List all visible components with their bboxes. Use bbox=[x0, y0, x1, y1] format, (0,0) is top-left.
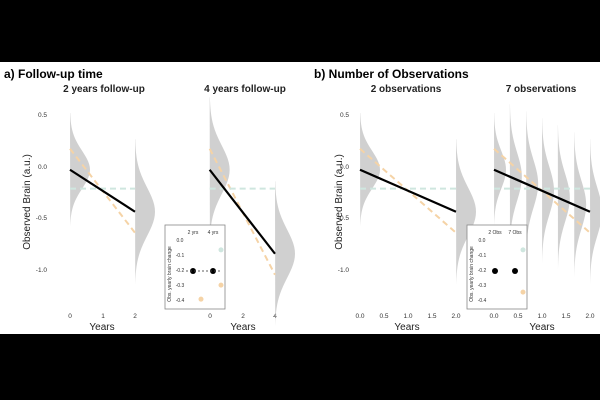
xtick-label: 0 bbox=[208, 313, 212, 320]
density-curve bbox=[574, 132, 587, 278]
xtick-label: 0.0 bbox=[355, 313, 364, 320]
inset-point bbox=[492, 268, 498, 274]
inset-ytick: 0.0 bbox=[479, 238, 486, 244]
density-curve bbox=[590, 139, 600, 285]
subplot-2obs-xticks: 0.0 0.5 1.0 1.5 2.0 bbox=[355, 313, 460, 320]
inset-b: 2 Obs 7 Obs Obs. yearly brain change 0.0… bbox=[466, 224, 528, 310]
inset-ytick: -0.4 bbox=[478, 298, 487, 304]
xtick-label: 2.0 bbox=[451, 313, 460, 320]
inset-ytick: -0.3 bbox=[478, 283, 487, 289]
subplot-3-marks bbox=[493, 104, 600, 285]
xtick-label: 4 bbox=[273, 313, 277, 320]
xtick-label: 0.5 bbox=[379, 313, 388, 320]
inset-point bbox=[210, 268, 216, 274]
xtick-label: 2 bbox=[133, 313, 137, 320]
subplot-4yr-xlabel: Years bbox=[230, 322, 255, 333]
xtick-label: 0 bbox=[68, 313, 72, 320]
ytick-label: -0.5 bbox=[36, 215, 48, 222]
inset-ytick: -0.2 bbox=[176, 268, 185, 274]
density-curve bbox=[275, 181, 295, 327]
figure-svg: a) Follow-up time b) Number of Observati… bbox=[4, 67, 600, 333]
inset-ytick: -0.1 bbox=[478, 253, 487, 259]
inset-ytick: -0.4 bbox=[176, 298, 185, 304]
subplot-4yr-xticks: 0 2 4 bbox=[208, 313, 277, 320]
subplot-7obs-xticks: 0.0 0.5 1.0 1.5 2.0 bbox=[489, 313, 594, 320]
xtick-label: 2 bbox=[241, 313, 245, 320]
subplot-4yr-title: 4 years follow-up bbox=[204, 84, 286, 95]
ytick-label: 0.5 bbox=[340, 112, 349, 119]
inset-b-col-label-0: 2 Obs bbox=[488, 230, 502, 236]
subplot-7obs-xlabel: Years bbox=[529, 322, 554, 333]
inset-a-frame bbox=[164, 224, 226, 310]
inset-ytick: -0.3 bbox=[176, 283, 185, 289]
inset-b-frame bbox=[466, 224, 528, 310]
density-curve bbox=[526, 111, 539, 257]
subplot-2obs-title: 2 observations bbox=[371, 84, 442, 95]
density-curve bbox=[494, 113, 506, 227]
ytick-label: 0.5 bbox=[38, 112, 47, 119]
inset-a-col-label-1: 4 yrs bbox=[208, 230, 219, 236]
density-curve bbox=[135, 139, 155, 285]
inset-a: 2 yrs 4 yrs Obs. yearly brain change 0.0… bbox=[164, 224, 226, 310]
xtick-label: 0.5 bbox=[513, 313, 522, 320]
subplot-1-marks bbox=[208, 97, 295, 327]
inset-a-col-label-0: 2 yrs bbox=[188, 230, 199, 236]
panel-a-yticks: 0.5 0.0 -0.5 -1.0 bbox=[36, 112, 48, 274]
subplot-2-marks bbox=[359, 113, 476, 285]
plot-layer bbox=[69, 97, 600, 327]
subplot-2yr-xlabel: Years bbox=[89, 322, 114, 333]
inset-b-col-label-1: 7 Obs bbox=[508, 230, 522, 236]
density-curve bbox=[456, 139, 476, 285]
panel-b-ylabel: Observed Brain (a.u.) bbox=[334, 154, 345, 250]
mean-series-line bbox=[69, 168, 136, 213]
xtick-label: 1.5 bbox=[561, 313, 570, 320]
figure-canvas: a) Follow-up time b) Number of Observati… bbox=[0, 62, 600, 334]
subplot-2yr-title: 2 years follow-up bbox=[63, 84, 145, 95]
inset-point bbox=[218, 247, 224, 253]
mean-series-line bbox=[359, 168, 457, 213]
inset-ytick: -0.2 bbox=[478, 268, 487, 274]
density-curve bbox=[70, 113, 90, 227]
inset-point bbox=[218, 282, 224, 288]
panel-a-ylabel: Observed Brain (a.u.) bbox=[22, 154, 33, 250]
density-curve bbox=[557, 125, 570, 271]
inset-a-ylabel: Obs. yearly brain change bbox=[167, 246, 173, 302]
inset-ytick: 0.0 bbox=[177, 238, 184, 244]
xtick-label: 1.5 bbox=[427, 313, 436, 320]
xtick-label: 1 bbox=[101, 313, 105, 320]
panel-b-title: b) Number of Observations bbox=[314, 67, 469, 81]
inset-1-marks bbox=[186, 247, 526, 295]
ytick-label: 0.0 bbox=[38, 164, 47, 171]
subplot-2yr-xticks: 0 1 2 bbox=[68, 313, 137, 320]
subplot-7obs-title: 7 observations bbox=[506, 84, 577, 95]
inset-point bbox=[512, 268, 518, 274]
mean-series-line bbox=[208, 169, 276, 255]
subplot-2obs-xlabel: Years bbox=[394, 322, 419, 333]
inset-point bbox=[190, 268, 196, 274]
inset-point bbox=[198, 296, 204, 302]
xtick-label: 1.0 bbox=[403, 313, 412, 320]
xtick-label: 1.0 bbox=[537, 313, 546, 320]
inset-marks bbox=[186, 247, 526, 302]
panel-b-yticks: 0.5 0.0 -0.5 -1.0 bbox=[338, 112, 350, 274]
inset-b-ylabel: Obs. yearly brain change bbox=[469, 246, 475, 302]
mean-series-line bbox=[493, 168, 591, 213]
ytick-label: -1.0 bbox=[36, 267, 48, 274]
density-curve bbox=[360, 113, 380, 227]
density-curve bbox=[509, 104, 522, 250]
ytick-label: 0.0 bbox=[340, 164, 349, 171]
panel-a-title: a) Follow-up time bbox=[4, 67, 103, 81]
inset-point bbox=[520, 289, 526, 295]
xtick-label: 2.0 bbox=[585, 313, 594, 320]
subplot-0-marks bbox=[69, 113, 155, 285]
ytick-label: -0.5 bbox=[338, 215, 350, 222]
inset-ytick: -0.1 bbox=[176, 253, 185, 259]
ytick-label: -1.0 bbox=[338, 267, 350, 274]
xtick-label: 0.0 bbox=[489, 313, 498, 320]
inset-point bbox=[520, 247, 526, 253]
density-curve bbox=[542, 118, 554, 264]
